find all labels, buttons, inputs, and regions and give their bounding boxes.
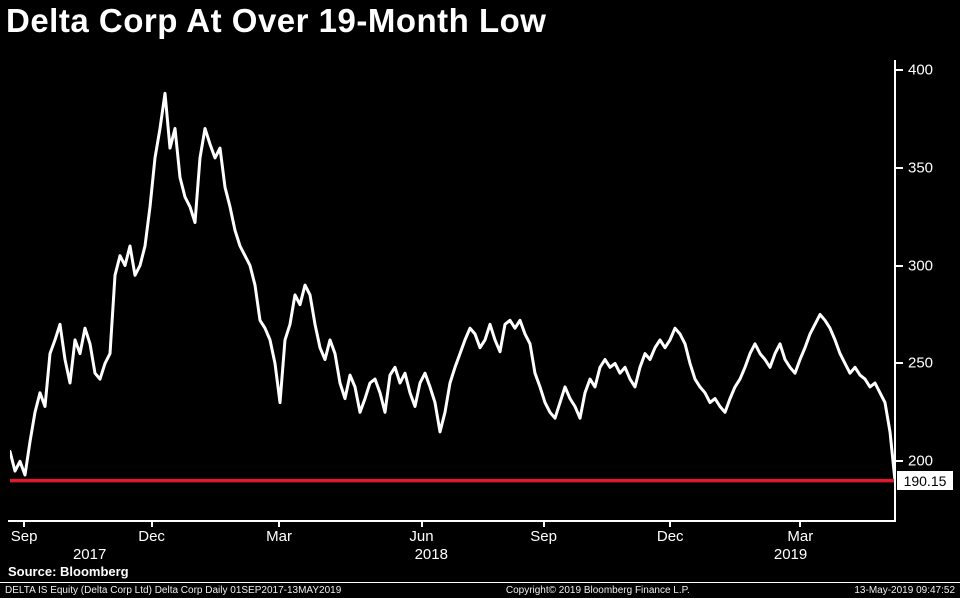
footer: DELTA IS Equity (Delta Corp Ltd) Delta C…: [0, 582, 960, 598]
footer-security-info: DELTA IS Equity (Delta Corp Ltd) Delta C…: [5, 585, 342, 596]
y-tick-label: 400: [908, 61, 934, 79]
year-label: 2019: [773, 546, 808, 563]
x-tick-label: Dec: [656, 528, 684, 545]
source-label: Source: Bloomberg: [8, 564, 129, 579]
y-tick-label: 250: [908, 354, 934, 372]
chart-title: Delta Corp At Over 19-Month Low: [6, 2, 547, 39]
x-tick-label: Dec: [138, 528, 165, 545]
plot-area: [10, 60, 895, 520]
plot-svg: [10, 91, 895, 483]
last-price-label: 190.15: [896, 470, 954, 492]
x-tick-label: Jun: [409, 528, 434, 545]
year-label: 2017: [72, 546, 107, 563]
y-tick-label: 200: [908, 452, 934, 470]
x-tick-label: Mar: [266, 528, 292, 545]
x-tick-label: Mar: [787, 528, 814, 545]
year-label: 2018: [414, 546, 448, 563]
footer-copyright: Copyright© 2019 Bloomberg Finance L.P.: [505, 585, 690, 596]
price-line: [10, 91, 895, 483]
y-tick-label: 300: [908, 257, 934, 275]
x-tick-label: Sep: [10, 528, 38, 545]
footer-timestamp: 13-May-2019 09:47:52: [854, 585, 955, 596]
y-axis-line: [894, 60, 896, 522]
x-tick-label: Sep: [530, 528, 557, 545]
y-tick-label: 350: [908, 159, 934, 177]
x-axis-line: [8, 520, 896, 522]
